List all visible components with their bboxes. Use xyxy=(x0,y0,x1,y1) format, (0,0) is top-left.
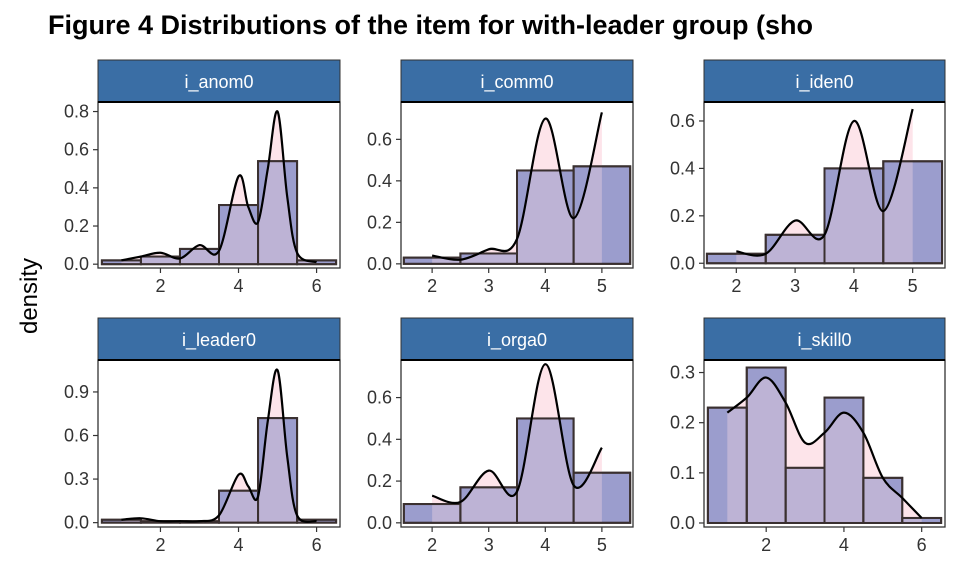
density-overlay xyxy=(736,109,913,264)
density-line xyxy=(736,108,914,257)
y-tick-label: 0.8 xyxy=(64,102,89,122)
x-tick-label: 2 xyxy=(761,535,771,555)
density-line xyxy=(121,110,318,264)
histogram-bar-outline xyxy=(296,518,338,524)
histogram-bar-outline xyxy=(516,417,575,524)
histogram-bar-outline xyxy=(745,366,787,524)
y-tick-label: 0.6 xyxy=(670,111,695,131)
panel-strip xyxy=(97,59,341,103)
panel-strip xyxy=(400,59,634,103)
y-tick-label: 0.0 xyxy=(670,253,695,273)
x-tick-label: 2 xyxy=(427,276,437,296)
plot-area xyxy=(402,112,632,265)
y-tick-label: 0.1 xyxy=(670,463,695,483)
panel-i_leader0: i_leader0 2 4 6 0.0 0.3 0.6 0.9 xyxy=(64,317,341,555)
y-tick-label: 0.2 xyxy=(670,206,695,226)
density-overlay xyxy=(432,364,602,523)
y-tick-label: 0.6 xyxy=(64,426,89,446)
y-tick-label: 0.2 xyxy=(367,212,392,232)
x-tick-label: 4 xyxy=(234,276,244,296)
panel-strip xyxy=(400,317,634,361)
x-tick-label: 2 xyxy=(155,276,165,296)
x-tick-label: 2 xyxy=(155,535,165,555)
plot-area xyxy=(706,366,943,524)
y-tick-label: 0.9 xyxy=(64,382,89,402)
x-tick-label: 3 xyxy=(484,276,494,296)
plot-area xyxy=(100,368,338,524)
x-tick-label: 6 xyxy=(312,535,322,555)
x-tick-label: 4 xyxy=(849,276,859,296)
y-tick-label: 0.0 xyxy=(367,254,392,274)
y-tick-label: 0.2 xyxy=(670,413,695,433)
x-tick-label: 4 xyxy=(540,535,550,555)
panel-strip-label: i_leader0 xyxy=(182,330,256,351)
y-tick-label: 0.4 xyxy=(670,158,695,178)
y-tick-label: 0.0 xyxy=(670,513,695,533)
histogram-bar-outline xyxy=(882,160,944,265)
panel-strip-label: i_comm0 xyxy=(480,72,553,93)
density-overlay xyxy=(121,111,317,265)
histogram-bar-outline xyxy=(572,165,632,265)
panel-i_skill0: i_skill0 2 4 6 0.0 0.1 0.2 0.3 xyxy=(670,317,946,555)
x-tick-label: 4 xyxy=(540,276,550,296)
y-tick-label: 0.3 xyxy=(64,469,89,489)
x-tick-label: 5 xyxy=(597,535,607,555)
plot-area xyxy=(402,363,632,524)
histogram-bar xyxy=(572,165,632,265)
y-tick-label: 0.2 xyxy=(64,216,89,236)
y-tick-label: 0.2 xyxy=(367,471,392,491)
density-overlay xyxy=(121,369,317,523)
density-line xyxy=(121,368,317,524)
histogram-bar-outline xyxy=(257,417,299,524)
x-tick-label: 2 xyxy=(731,276,741,296)
density-line xyxy=(726,376,923,519)
y-tick-label: 0.0 xyxy=(64,513,89,533)
y-tick-label: 0.6 xyxy=(367,129,392,149)
figure-title: Figure 4 Distributions of the item for w… xyxy=(48,10,814,40)
panel-i_comm0: i_comm0 2 3 4 5 0.0 0.2 0.4 0.6 xyxy=(367,59,634,296)
x-tick-label: 6 xyxy=(312,276,322,296)
panel-strip-label: i_iden0 xyxy=(795,72,853,93)
histogram-bar xyxy=(516,169,575,265)
histogram-bar xyxy=(882,160,944,265)
panel-strip-label: i_anom0 xyxy=(184,72,253,93)
histogram-bar-outline xyxy=(572,471,632,524)
y-tick-label: 0.6 xyxy=(367,388,392,408)
y-tick-label: 0.0 xyxy=(367,513,392,533)
y-tick-label: 0.4 xyxy=(367,171,392,191)
plot-area xyxy=(705,108,944,265)
panel-i_orga0: i_orga0 2 3 4 5 0.0 0.2 0.4 0.6 xyxy=(367,317,634,555)
density-line xyxy=(431,363,603,505)
histogram-bar-outline xyxy=(296,259,338,266)
panel-strip xyxy=(703,59,946,103)
panel-i_anom0: i_anom0 2 4 6 0.0 0.2 0.4 0.6 0.8 xyxy=(64,59,341,296)
x-tick-label: 3 xyxy=(484,535,494,555)
histogram-bar-outline xyxy=(823,396,865,524)
x-tick-label: 4 xyxy=(839,535,849,555)
x-tick-label: 2 xyxy=(427,535,437,555)
density-overlay xyxy=(432,112,602,264)
x-tick-label: 6 xyxy=(917,535,927,555)
y-tick-label: 0.3 xyxy=(670,363,695,383)
plot-area xyxy=(100,110,338,266)
panel-i_iden0: i_iden0 2 3 4 5 0.0 0.2 0.4 0.6 xyxy=(670,59,946,296)
panel-strip-label: i_skill0 xyxy=(797,330,851,351)
y-tick-label: 0.6 xyxy=(64,140,89,160)
panel-strip xyxy=(703,317,946,361)
y-tick-label: 0.4 xyxy=(367,429,392,449)
panel-strip-label: i_orga0 xyxy=(487,330,547,351)
x-tick-label: 4 xyxy=(234,535,244,555)
histogram-bar-outline xyxy=(257,160,299,266)
panel-strip xyxy=(97,317,341,361)
y-tick-label: 0.0 xyxy=(64,254,89,274)
x-tick-label: 5 xyxy=(597,276,607,296)
histogram-bar-outline xyxy=(901,516,943,524)
histogram-bar xyxy=(823,396,865,524)
density-line xyxy=(431,112,603,261)
x-tick-label: 3 xyxy=(790,276,800,296)
y-tick-label: 0.4 xyxy=(64,178,89,198)
x-tick-label: 5 xyxy=(908,276,918,296)
